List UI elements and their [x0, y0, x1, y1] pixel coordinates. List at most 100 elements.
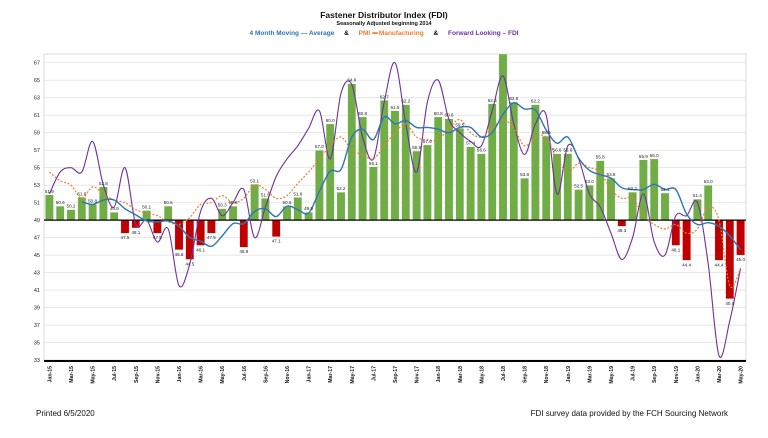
- x-tick-label: May-20: [739, 366, 745, 384]
- bar-value-label: 50.6: [283, 200, 292, 205]
- legend-forward-looking: Forward Looking – FDI: [448, 30, 519, 37]
- bar-value-label: 47.5: [121, 235, 130, 240]
- bar-above-baseline: [628, 191, 637, 221]
- bar-value-label: 58.6: [542, 130, 551, 135]
- bar-value-label: 55.1: [369, 161, 378, 166]
- x-tick-label: Mar-15: [69, 366, 75, 383]
- bar-value-label: 62.2: [401, 99, 410, 104]
- bar-value-label: 45.0: [736, 257, 745, 262]
- bar-value-label: 62.2: [531, 99, 540, 104]
- x-tick-label: Jul-16: [242, 366, 248, 381]
- bar-above-baseline: [66, 209, 76, 221]
- bar-above-baseline: [531, 104, 540, 221]
- bar-above-baseline: [336, 191, 346, 221]
- moving-average-line: [81, 102, 742, 251]
- x-tick-label: Sep-15: [134, 366, 140, 383]
- x-tick-label: Nov-17: [415, 366, 421, 383]
- legend-pmi-suffix: Manufacturing: [378, 30, 424, 37]
- x-tick-label: Jan-17: [307, 366, 313, 383]
- bar-value-label: 44.5: [185, 261, 194, 266]
- bar-value-label: 56.6: [553, 148, 562, 153]
- x-tick-label: May-19: [609, 366, 615, 384]
- bar-value-label: 57.6: [423, 139, 432, 144]
- bar-value-label: 45.6: [175, 252, 184, 257]
- bar-value-label: 53.1: [250, 178, 259, 183]
- bar-above-baseline: [369, 166, 378, 221]
- legend-moving-average: 4 Month Moving — Average: [249, 30, 335, 37]
- bar-value-label: 46.1: [196, 247, 205, 252]
- bar-value-label: 50.2: [67, 204, 76, 209]
- y-tick-label: 39: [34, 306, 40, 312]
- bar-value-label: 64.6: [347, 78, 356, 83]
- x-tick-label: Jan-15: [47, 366, 53, 383]
- bar-value-label: 56.0: [650, 153, 659, 158]
- bar-above-baseline: [574, 189, 583, 221]
- y-tick-label: 53: [34, 183, 40, 189]
- bar-above-baseline: [703, 184, 713, 221]
- x-tick-label: Nov-15: [155, 366, 161, 383]
- x-tick-label: Jul-19: [631, 366, 637, 381]
- chart-legend: 4 Month Moving — Average & PMI •••• Manu…: [0, 30, 768, 37]
- bar-value-label: 50.6: [164, 200, 173, 205]
- bar-value-label: 44.4: [682, 262, 691, 267]
- y-tick-label: 45: [34, 253, 40, 259]
- chart-title: Fastener Distributor Index (FDI): [320, 10, 448, 20]
- bar-value-label: 52.1: [661, 187, 670, 192]
- bar-value-label: 50.6: [229, 200, 238, 205]
- y-tick-label: 67: [34, 61, 40, 67]
- bar-value-label: 51.6: [293, 191, 302, 196]
- x-tick-label: Sep-17: [393, 366, 399, 383]
- legend-pmi-dash-icon: ••••: [372, 30, 378, 37]
- bar-value-label: 56.6: [477, 148, 486, 153]
- forward-looking-line: [48, 62, 742, 358]
- x-tick-label: Mar-16: [199, 366, 205, 383]
- bar-value-label: 62.5: [509, 96, 518, 101]
- bar-value-label: 53.8: [607, 172, 616, 177]
- bar-above-baseline: [55, 205, 65, 221]
- y-tick-label: 35: [34, 341, 40, 347]
- legend-separator: &: [344, 30, 349, 37]
- bar-value-label: 47.5: [153, 235, 162, 240]
- x-tick-label: Sep-18: [523, 366, 529, 383]
- bar-value-label: 52.8: [99, 181, 108, 186]
- y-tick-label: 57: [34, 148, 40, 154]
- x-tick-label: Jan-20: [695, 366, 701, 383]
- bar-above-baseline: [455, 128, 465, 221]
- bar-value-label: 53.0: [585, 179, 594, 184]
- bar-value-label: 60.0: [326, 118, 335, 123]
- y-tick-label: 61: [34, 113, 40, 119]
- bar-value-label: 44.4: [715, 262, 724, 267]
- x-tick-label: Jan-18: [436, 366, 442, 383]
- bar-above-baseline: [509, 101, 519, 221]
- legend-pmi: PMI: [358, 30, 371, 37]
- bar-value-label: 49.9: [304, 206, 313, 211]
- bar-above-baseline: [88, 204, 97, 221]
- bar-above-baseline: [477, 153, 486, 221]
- bar-above-baseline: [466, 146, 475, 221]
- bar-value-label: 60.8: [358, 111, 367, 116]
- bar-value-label: 50.6: [56, 200, 65, 205]
- bar-above-baseline: [390, 110, 400, 221]
- bar-value-label: 47.5: [207, 235, 216, 240]
- bar-above-baseline: [649, 158, 659, 221]
- x-tick-label: Jul-18: [501, 366, 507, 381]
- y-tick-label: 49: [34, 218, 40, 224]
- y-tick-label: 51: [34, 201, 40, 207]
- bar-value-label: 62.3: [488, 98, 497, 103]
- x-tick-label: May-18: [479, 366, 485, 384]
- pmi-line: [49, 118, 742, 288]
- y-tick-label: 33: [34, 358, 40, 364]
- bar-value-label: 50.3: [218, 203, 227, 208]
- y-tick-label: 59: [34, 131, 40, 137]
- x-tick-label: Mar-18: [458, 366, 464, 383]
- bar-value-label: 55.9: [639, 154, 648, 159]
- chart-subtitle: Seasonally Adjusted beginning 2014: [336, 21, 432, 27]
- legend-separator: &: [433, 30, 439, 37]
- x-tick-label: May-16: [220, 366, 226, 384]
- bar-value-label: 51.5: [261, 192, 270, 197]
- bar-above-baseline: [77, 197, 87, 221]
- bar-value-label: 59.5: [455, 122, 464, 127]
- bar-value-label: 62.7: [380, 94, 389, 99]
- bar-above-baseline: [423, 144, 432, 221]
- bar-value-label: 52.2: [628, 186, 637, 191]
